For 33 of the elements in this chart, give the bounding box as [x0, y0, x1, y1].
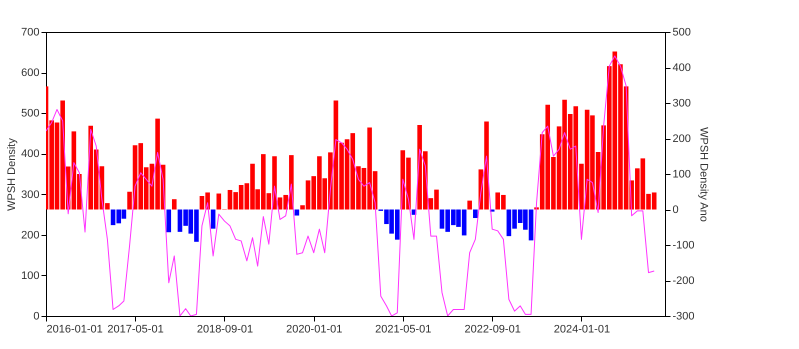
y2-tick-label: 500 — [672, 26, 691, 38]
y2-tick-label: -200 — [672, 275, 695, 287]
bar — [294, 210, 300, 216]
y-tick-label: 0 — [33, 310, 40, 322]
y-tick-label: 700 — [21, 26, 40, 38]
x-tick-label: 2016-01-01 — [46, 324, 103, 336]
x-tick-label: 2022-09-01 — [464, 324, 521, 336]
y2-tick-label: -100 — [672, 240, 695, 252]
y-axis-title: WPSH Density — [6, 138, 18, 211]
x-tick-label: 2020-01-01 — [286, 324, 342, 336]
x-tick-label: 2021-05-01 — [375, 324, 432, 336]
bar — [467, 200, 472, 210]
y-tick-label: 500 — [21, 108, 40, 120]
y-tick-label: 200 — [21, 229, 40, 242]
y2-tick-label: 100 — [672, 168, 691, 180]
x-tick-label: 2018-09-01 — [196, 324, 254, 336]
y-tick-label: 300 — [21, 188, 40, 201]
bar — [210, 210, 216, 229]
bar — [473, 210, 478, 218]
y2-tick-label: 200 — [672, 133, 691, 145]
y2-tick-label: 400 — [672, 62, 691, 74]
x-tick-label: 2024-01-01 — [554, 324, 610, 336]
line-series — [46, 55, 655, 316]
x-tick-label: 2017-05-01 — [107, 324, 164, 336]
bar — [166, 210, 172, 232]
bar — [172, 199, 177, 210]
y2-tick-label: -300 — [672, 310, 695, 322]
y-tick-label: 400 — [21, 148, 40, 160]
y-tick-label: 100 — [21, 270, 40, 282]
y2-tick-label: 0 — [672, 204, 679, 216]
y2-axis-title: WPSH Density Ano — [698, 127, 710, 222]
y-tick-label: 600 — [21, 67, 40, 80]
y2-tick-label: 300 — [672, 98, 691, 110]
